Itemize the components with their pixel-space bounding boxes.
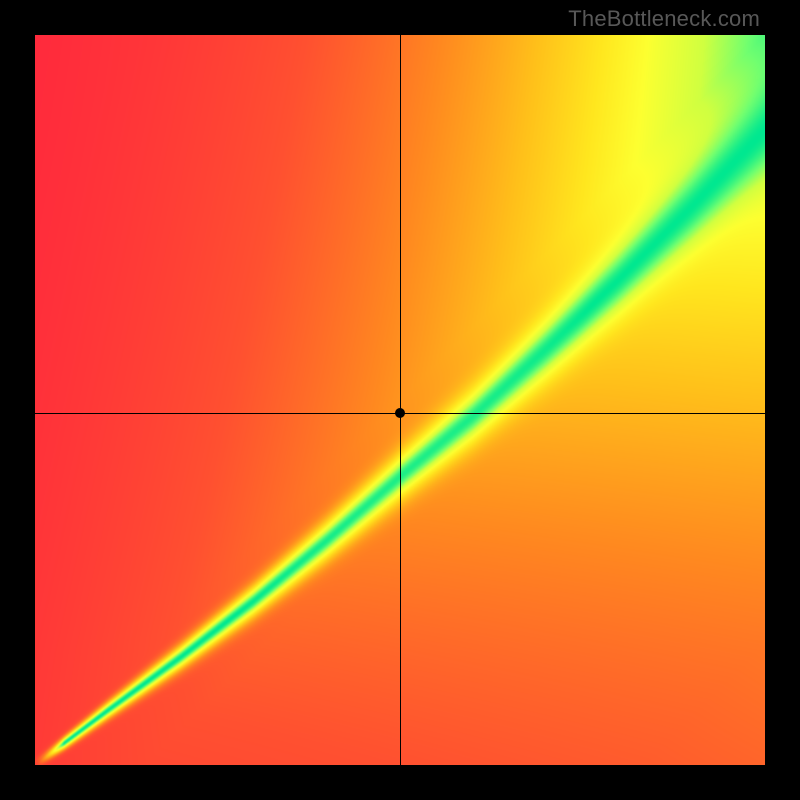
crosshair-marker — [395, 408, 405, 418]
crosshair-vertical — [400, 35, 401, 765]
watermark-text: TheBottleneck.com — [568, 6, 760, 32]
heatmap-plot — [35, 35, 765, 765]
